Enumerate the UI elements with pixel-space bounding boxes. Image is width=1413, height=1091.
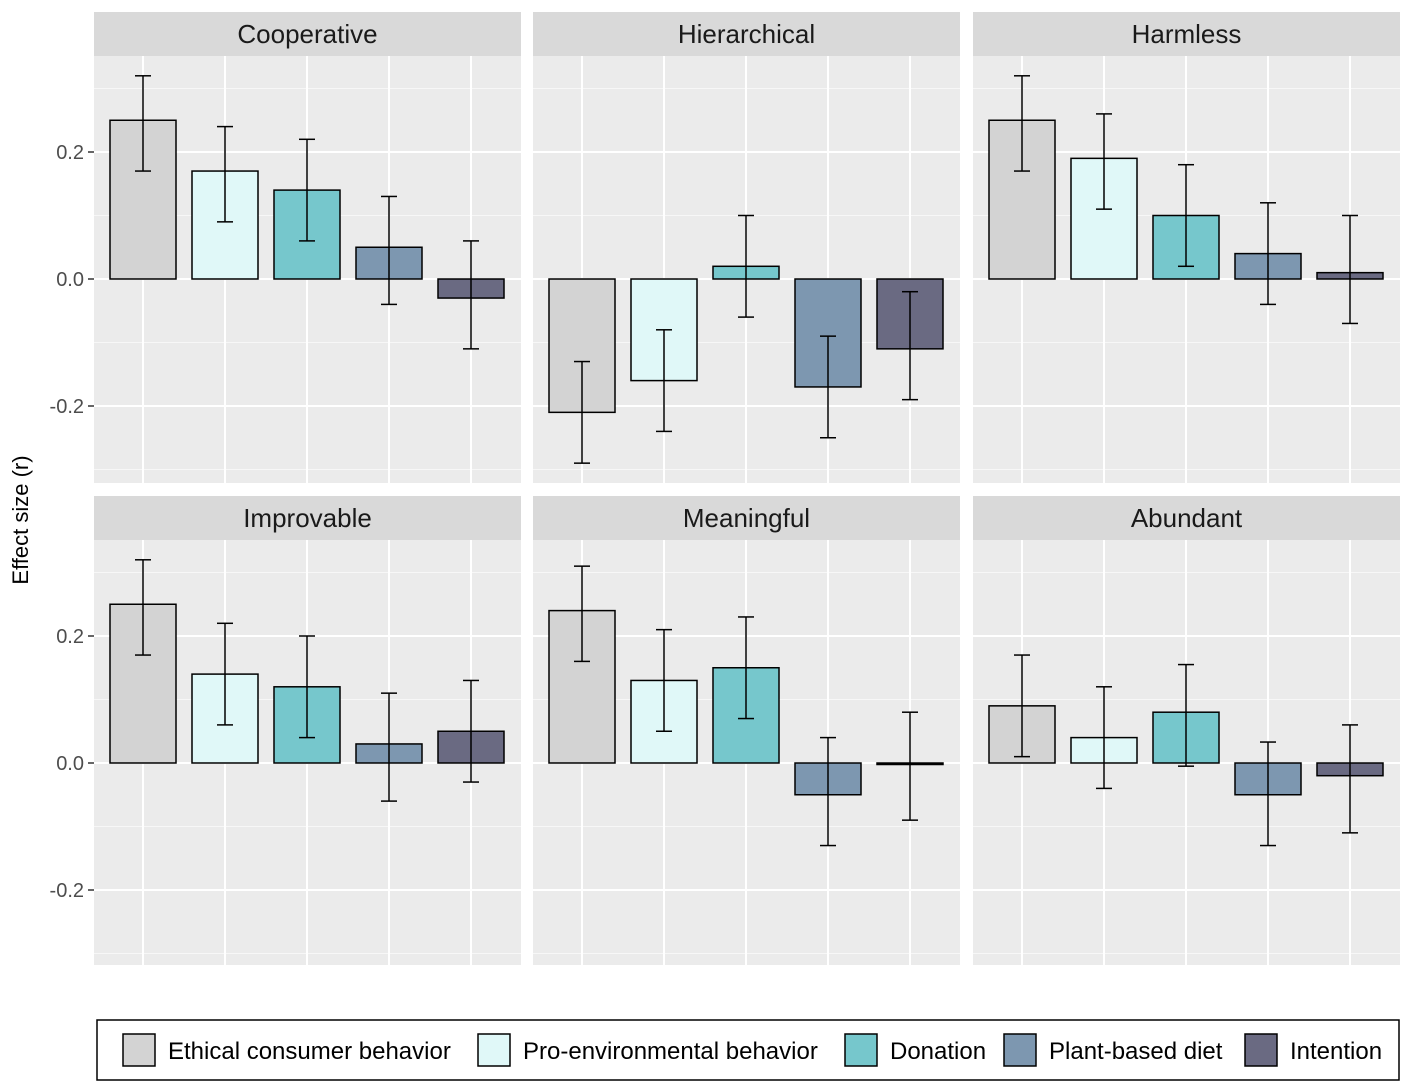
error-bar xyxy=(463,240,479,350)
legend-key xyxy=(122,1033,156,1067)
error-bar xyxy=(381,692,397,802)
error-bar xyxy=(574,565,590,663)
legend-label: Ethical consumer behavior xyxy=(168,1038,451,1065)
error-bar xyxy=(1014,654,1030,758)
error-bar xyxy=(217,125,233,223)
legend: Ethical consumer behavior Pro-environment… xyxy=(96,1019,1400,1081)
facet-title: Harmless xyxy=(1132,19,1242,49)
facet-title: Hierarchical xyxy=(678,19,815,49)
error-bar xyxy=(1260,202,1276,306)
error-bar xyxy=(1178,163,1194,268)
legend-item: Ethical consumer behavior xyxy=(122,1033,451,1067)
facet-strip xyxy=(533,496,960,540)
legend-label: Intention xyxy=(1290,1038,1382,1065)
error-bar xyxy=(738,616,754,720)
y-tick-label: -0.2 xyxy=(50,396,84,418)
legend-label: Pro-environmental behavior xyxy=(523,1038,818,1065)
error-bar xyxy=(1096,113,1112,210)
facet-title: Meaningful xyxy=(683,503,810,533)
error-bar xyxy=(299,138,315,242)
error-bar xyxy=(656,628,672,732)
legend-item: Plant-based diet xyxy=(1003,1033,1223,1067)
error-bar xyxy=(1096,686,1112,790)
error-bar xyxy=(820,736,836,847)
panel-harmless: Harmless xyxy=(973,12,1400,483)
legend-key xyxy=(844,1033,878,1067)
panel-improvable: Improvable xyxy=(94,496,521,965)
error-bar xyxy=(820,335,836,439)
panels: Cooperative Hierarchical Harmless Improvabl… xyxy=(94,12,1400,965)
facet-strip xyxy=(94,496,521,540)
legend-items: Ethical consumer behavior Pro-environment… xyxy=(122,1033,1382,1067)
error-bar xyxy=(1014,75,1030,172)
error-bar xyxy=(902,290,918,401)
legend-key xyxy=(1244,1033,1278,1067)
error-bar xyxy=(738,214,754,318)
y-axis-title: Effect size (r) xyxy=(8,455,33,584)
facet-strip xyxy=(973,496,1400,540)
error-bar xyxy=(135,75,151,172)
facet-strip xyxy=(973,12,1400,56)
legend-item: Pro-environmental behavior xyxy=(477,1033,818,1067)
y-axis: -0.2 0.0 0.2 -0.2 0.0 0.2 xyxy=(50,142,94,902)
panel-abundant: Abundant xyxy=(973,496,1400,965)
error-bar xyxy=(1342,724,1358,834)
panel-meaningful: Meaningful xyxy=(533,496,960,965)
facet-title: Abundant xyxy=(1131,503,1243,533)
legend-key xyxy=(477,1033,511,1067)
error-bar xyxy=(217,622,233,726)
legend-box xyxy=(96,1019,1400,1081)
y-tick-label: 0.2 xyxy=(56,142,84,164)
error-bar xyxy=(1342,214,1358,325)
legend-label: Donation xyxy=(890,1038,986,1065)
legend-key xyxy=(1003,1033,1037,1067)
error-bar xyxy=(299,635,315,739)
error-bar xyxy=(902,711,918,821)
legend-item: Intention xyxy=(1244,1033,1382,1067)
facet-strip xyxy=(94,12,521,56)
y-tick-label: 0.2 xyxy=(56,626,84,648)
y-tick-label: 0.0 xyxy=(56,753,84,775)
error-bar xyxy=(574,360,590,464)
legend-item: Donation xyxy=(844,1033,986,1067)
facet-title: Improvable xyxy=(243,503,372,533)
y-tick-label: -0.2 xyxy=(50,880,84,902)
panel-hierarchical: Hierarchical xyxy=(533,12,960,483)
error-bar xyxy=(1178,663,1194,767)
error-bar xyxy=(135,559,151,656)
legend-label: Plant-based diet xyxy=(1049,1038,1223,1065)
error-bar xyxy=(1260,741,1276,847)
panel-cooperative: Cooperative xyxy=(94,12,521,483)
y-tick-label: 0.0 xyxy=(56,269,84,291)
error-bar xyxy=(463,679,479,783)
facet-strip xyxy=(533,12,960,56)
error-bar xyxy=(656,329,672,433)
facet-title: Cooperative xyxy=(237,19,377,49)
error-bar xyxy=(381,195,397,306)
